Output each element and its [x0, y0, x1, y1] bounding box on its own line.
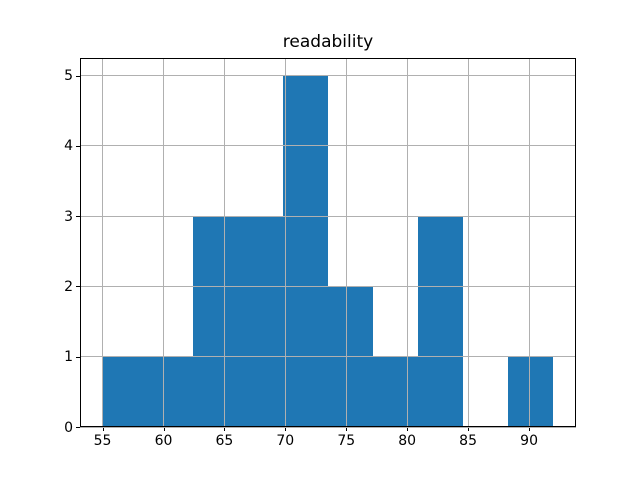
gridline-vertical: [284, 58, 286, 427]
x-tick-mark: [102, 427, 104, 431]
y-tick-label: 5: [64, 68, 73, 85]
y-tick-label: 3: [64, 208, 73, 225]
histogram-bar: [418, 216, 464, 427]
gridline-horizontal: [80, 75, 576, 77]
y-tick-mark: [76, 427, 80, 428]
x-tick-mark: [346, 427, 348, 431]
x-tick-label: 75: [337, 433, 356, 449]
x-tick-label: 55: [93, 433, 112, 449]
chart-title: readability: [282, 32, 374, 52]
x-tick-mark: [407, 427, 409, 431]
y-tick-mark: [76, 75, 80, 77]
histogram-bar: [102, 356, 148, 427]
x-tick-label: 70: [276, 433, 295, 449]
gridline-horizontal: [80, 145, 576, 147]
y-tick-label: 0: [64, 419, 73, 436]
histogram-bar: [192, 216, 238, 427]
histogram-bar: [508, 356, 554, 427]
histogram-bar: [147, 356, 193, 427]
y-tick-label: 1: [64, 349, 73, 366]
x-tick-mark: [285, 427, 287, 431]
gridline-vertical: [223, 58, 225, 427]
gridline-vertical: [406, 58, 408, 427]
gridline-vertical: [467, 58, 469, 427]
gridline-vertical: [345, 58, 347, 427]
x-tick-label: 65: [215, 433, 234, 449]
x-tick-label: 85: [459, 433, 478, 449]
y-tick-mark: [76, 356, 80, 358]
y-tick-mark: [76, 145, 80, 147]
histogram-bar: [373, 356, 419, 427]
gridline-horizontal: [80, 215, 576, 217]
gridline-vertical: [528, 58, 530, 427]
gridline-horizontal: [80, 356, 576, 358]
gridline-horizontal: [80, 426, 576, 428]
plot-area: [80, 58, 576, 428]
x-tick-label: 60: [154, 433, 173, 449]
x-tick-label: 80: [398, 433, 417, 449]
x-tick-mark: [468, 427, 470, 431]
x-tick-mark: [163, 427, 165, 431]
histogram-bar: [237, 216, 283, 427]
histogram-bar: [282, 75, 328, 427]
x-tick-mark: [529, 427, 531, 431]
y-tick-label: 4: [64, 138, 73, 155]
gridline-vertical: [163, 58, 164, 427]
gridline-horizontal: [80, 285, 576, 287]
x-tick-label: 90: [520, 433, 539, 449]
x-tick-mark: [224, 427, 226, 431]
gridline-vertical: [102, 58, 103, 427]
y-tick-label: 2: [64, 278, 73, 295]
y-tick-mark: [76, 286, 80, 288]
y-tick-mark: [76, 216, 80, 218]
